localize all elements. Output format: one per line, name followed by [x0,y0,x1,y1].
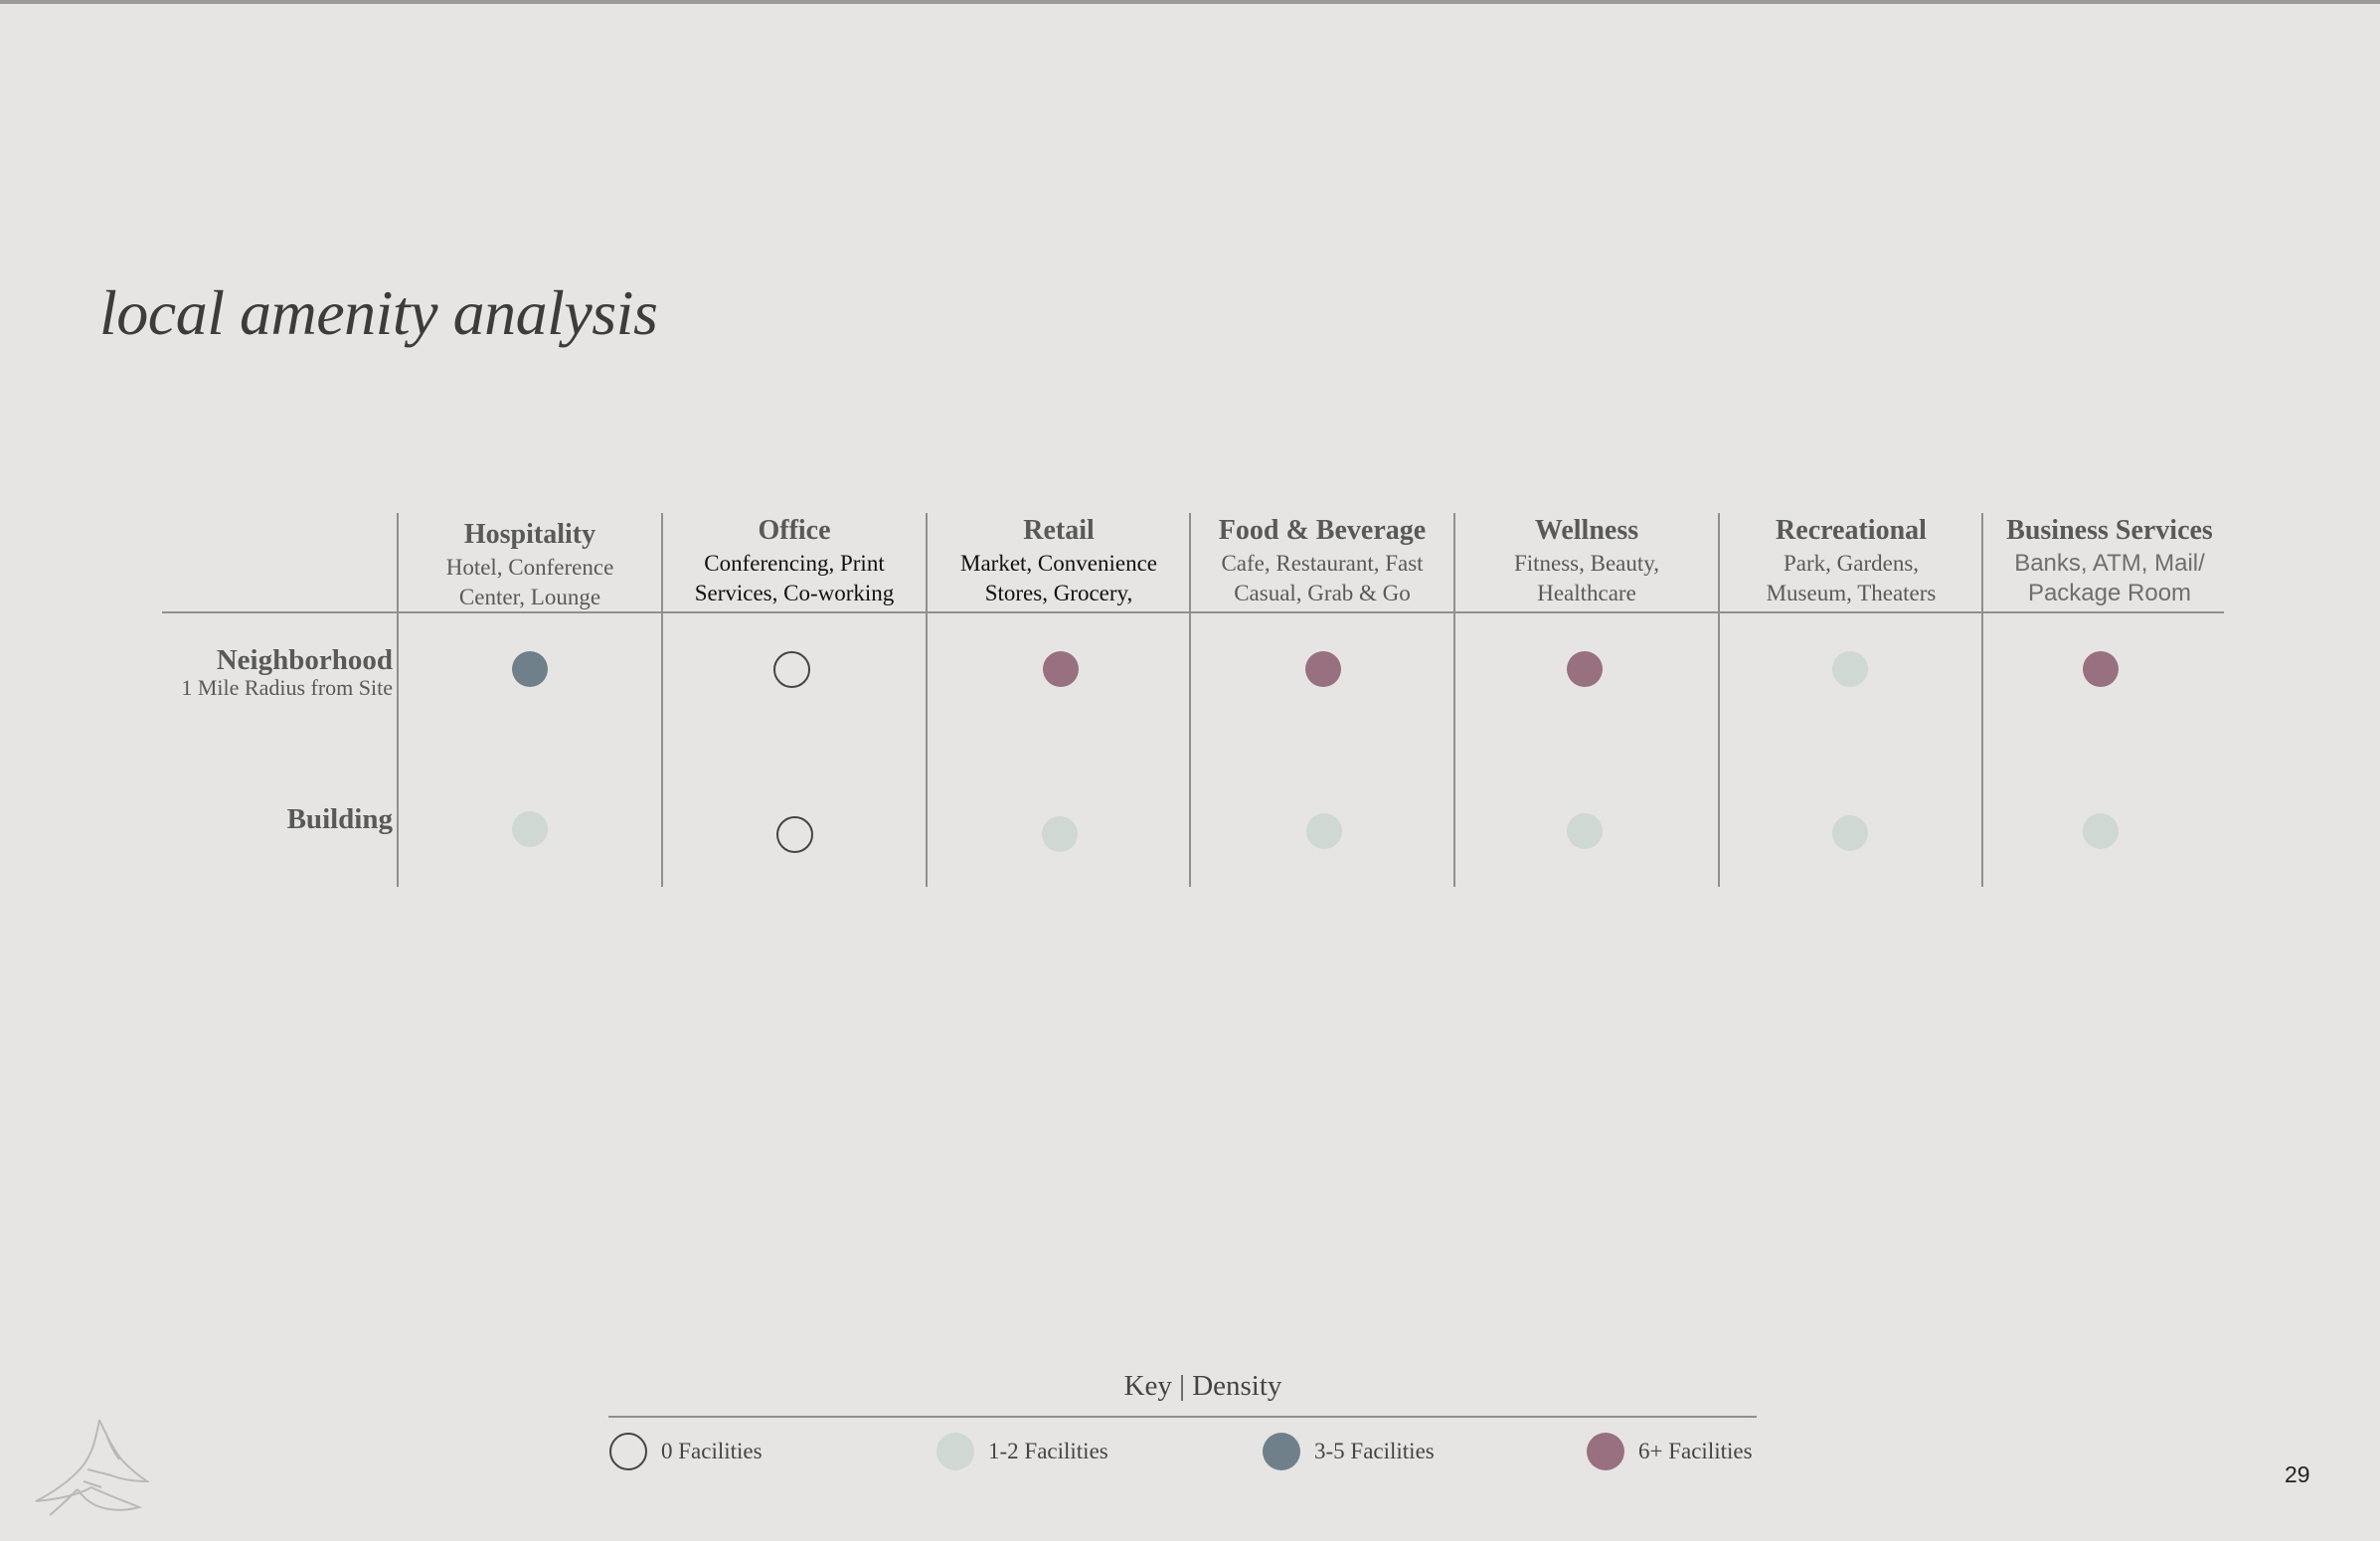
density-dot [1832,815,1868,851]
top-rule [0,0,2380,4]
column-description: Healthcare [1537,581,1636,605]
column-divider [1981,513,1983,887]
key-item-1-2-facilities: 1-2 Facilities [936,1432,1108,1471]
column-name: Wellness [1534,515,1639,546]
row-name: Building [286,803,393,835]
key-label: 0 Facilities [661,1439,763,1463]
density-dot [1043,651,1079,687]
column-description: Center, Lounge [458,585,601,609]
density-dot [1305,651,1341,687]
density-dot [2083,651,2119,687]
column-header-retail: Retail Market, Convenience Stores, Groce… [927,513,1191,608]
density-dot [773,651,810,688]
density-dot [2083,813,2119,849]
row-name: Neighborhood [216,644,393,676]
column-description: Package Room [2027,580,2192,606]
column-description: Fitness, Beauty, [1513,551,1660,576]
column-header-recreational: Recreational Park, Gardens, Museum, Thea… [1719,513,1983,608]
column-description: Museum, Theaters [1766,581,1937,605]
column-description: Market, Convenience [960,551,1157,576]
density-dot [1306,813,1342,849]
column-description: Hotel, Conference [445,555,614,580]
row-subtitle: 1 Mile Radius from Site [181,675,393,700]
key-label: 3-5 Facilities [1314,1439,1435,1463]
density-dot [1042,816,1078,852]
column-header-hospitality: Hospitality Hotel, Conference Center, Lo… [398,513,662,612]
column-header-wellness: Wellness Fitness, Beauty, Healthcare [1454,513,1719,608]
filled-circle-icon [1263,1433,1300,1470]
column-description: Services, Co-working [694,581,895,605]
filled-circle-icon [936,1433,974,1470]
column-name: Food & Beverage [1218,515,1427,546]
page-title: local amenity analysis [99,277,658,348]
column-description: Banks, ATM, Mail/ [2014,550,2205,577]
column-divider [926,513,928,887]
column-name: Hospitality [463,519,596,550]
column-divider [397,513,399,887]
density-dot [776,816,813,853]
key-title: Key | Density [1123,1370,1282,1402]
key-item-6-plus-facilities: 6+ Facilities [1587,1432,1753,1471]
density-dot [1567,651,1603,687]
row-label-building: Building [287,803,393,835]
density-dot [512,651,548,687]
header-divider [162,611,2224,613]
column-name: Retail [1023,515,1095,546]
column-name: Business Services [2006,515,2213,546]
row-label-neighborhood: Neighborhood 1 Mile Radius from Site [181,644,393,700]
column-name: Office [758,515,831,546]
column-header-business-services: Business Services Banks, ATM, Mail/ Pack… [1982,513,2237,608]
column-description: Conferencing, Print [704,551,885,576]
density-dot [1832,651,1868,687]
key-label: 6+ Facilities [1638,1439,1753,1463]
key-item-0-facilities: 0 Facilities [609,1432,763,1471]
key-divider [608,1416,1757,1418]
column-divider [1453,513,1455,887]
column-description: Cafe, Restaurant, Fast [1221,551,1424,576]
density-dot [512,811,548,847]
column-description: Stores, Grocery, [984,581,1133,605]
column-divider [661,513,663,887]
density-dot [1567,813,1603,849]
column-header-office: Office Conferencing, Print Services, Co-… [662,513,927,608]
column-divider [1718,513,1720,887]
column-description: Casual, Grab & Go [1234,581,1411,605]
filled-circle-icon [1587,1433,1624,1470]
column-divider [1189,513,1191,887]
page-number: 29 [2285,1461,2310,1487]
empty-circle-icon [609,1433,647,1470]
swallow-bird-icon [35,1419,149,1516]
column-header-food-beverage: Food & Beverage Cafe, Restaurant, Fast C… [1190,513,1454,608]
column-description: Park, Gardens, [1783,551,1920,576]
column-name: Recreational [1776,515,1927,546]
key-label: 1-2 Facilities [988,1439,1108,1463]
key-item-3-5-facilities: 3-5 Facilities [1263,1432,1435,1471]
